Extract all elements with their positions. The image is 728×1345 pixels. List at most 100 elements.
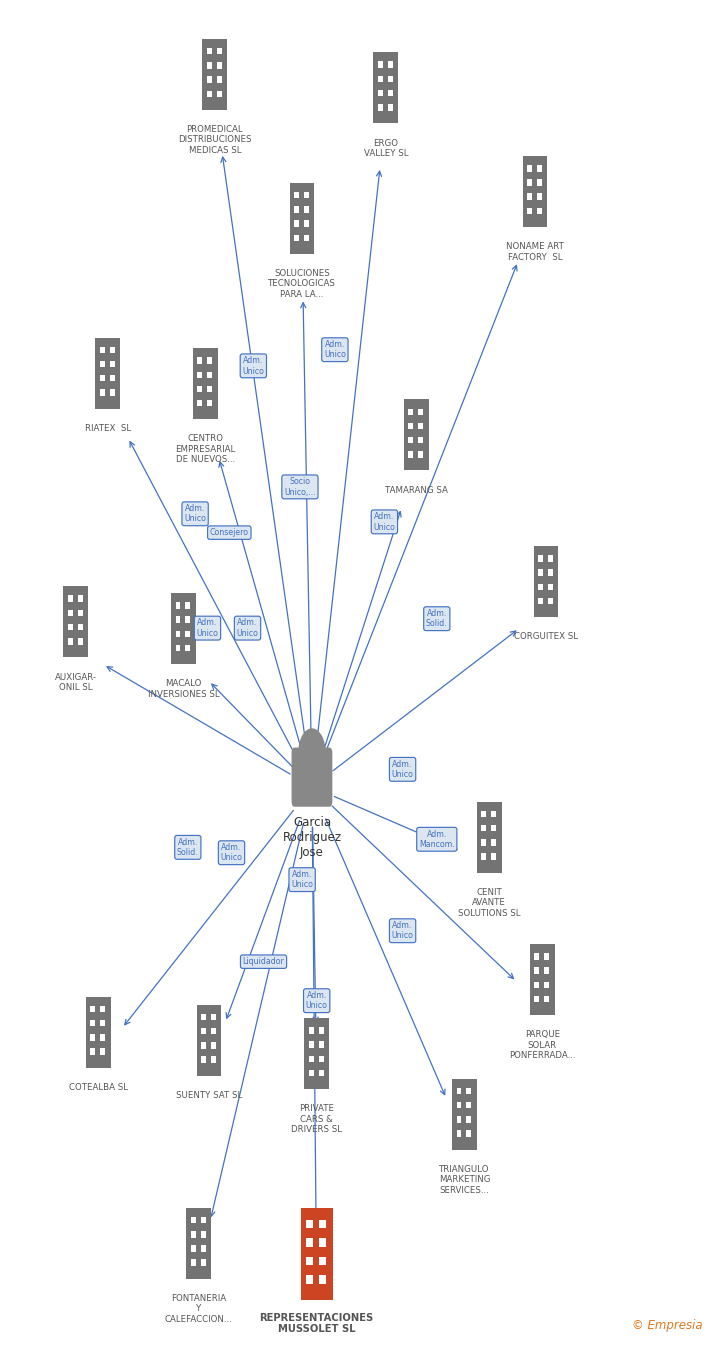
FancyBboxPatch shape: [408, 409, 414, 416]
FancyBboxPatch shape: [527, 165, 532, 172]
FancyBboxPatch shape: [320, 1220, 325, 1228]
FancyBboxPatch shape: [306, 1239, 313, 1247]
FancyBboxPatch shape: [217, 77, 222, 83]
Text: MACALO
INVERSIONES SL: MACALO INVERSIONES SL: [148, 679, 219, 698]
FancyBboxPatch shape: [491, 811, 496, 818]
FancyBboxPatch shape: [537, 194, 542, 200]
FancyBboxPatch shape: [191, 1231, 196, 1237]
FancyBboxPatch shape: [95, 338, 120, 402]
FancyBboxPatch shape: [201, 1245, 206, 1252]
FancyBboxPatch shape: [217, 62, 222, 69]
FancyBboxPatch shape: [290, 247, 314, 254]
FancyBboxPatch shape: [545, 995, 550, 1002]
FancyBboxPatch shape: [548, 597, 553, 604]
FancyBboxPatch shape: [186, 644, 191, 651]
FancyBboxPatch shape: [545, 954, 550, 960]
FancyBboxPatch shape: [319, 1056, 324, 1063]
FancyBboxPatch shape: [110, 360, 115, 367]
FancyBboxPatch shape: [378, 62, 383, 69]
FancyBboxPatch shape: [530, 944, 555, 1009]
FancyBboxPatch shape: [63, 586, 88, 651]
FancyBboxPatch shape: [100, 1020, 106, 1026]
FancyBboxPatch shape: [197, 1005, 221, 1069]
FancyBboxPatch shape: [100, 360, 105, 367]
FancyBboxPatch shape: [100, 347, 105, 354]
FancyBboxPatch shape: [197, 386, 202, 393]
FancyBboxPatch shape: [534, 954, 539, 960]
FancyBboxPatch shape: [404, 399, 429, 464]
FancyBboxPatch shape: [388, 75, 393, 82]
FancyBboxPatch shape: [548, 569, 553, 576]
FancyBboxPatch shape: [378, 90, 383, 97]
FancyBboxPatch shape: [467, 1088, 472, 1095]
FancyBboxPatch shape: [78, 638, 83, 644]
FancyBboxPatch shape: [63, 651, 88, 658]
FancyBboxPatch shape: [319, 1028, 324, 1034]
FancyBboxPatch shape: [186, 616, 191, 623]
FancyBboxPatch shape: [68, 624, 73, 631]
FancyBboxPatch shape: [304, 192, 309, 199]
FancyBboxPatch shape: [201, 1217, 206, 1224]
FancyBboxPatch shape: [534, 611, 558, 617]
FancyBboxPatch shape: [211, 1056, 216, 1063]
FancyBboxPatch shape: [408, 422, 414, 429]
FancyBboxPatch shape: [191, 1217, 196, 1224]
FancyBboxPatch shape: [537, 165, 542, 172]
Text: NONAME ART
FACTORY  SL: NONAME ART FACTORY SL: [506, 242, 564, 261]
FancyBboxPatch shape: [301, 1208, 333, 1293]
Text: Adm.
Unico: Adm. Unico: [291, 870, 313, 889]
Text: Garcia
Rodriguez
Jose: Garcia Rodriguez Jose: [282, 816, 341, 859]
FancyBboxPatch shape: [481, 853, 486, 859]
FancyBboxPatch shape: [202, 104, 227, 110]
Text: Adm.
Solid.: Adm. Solid.: [177, 838, 199, 857]
FancyBboxPatch shape: [452, 1143, 477, 1150]
FancyBboxPatch shape: [217, 48, 222, 55]
FancyBboxPatch shape: [201, 1056, 206, 1063]
FancyBboxPatch shape: [378, 104, 383, 110]
Text: Adm.
Mancom.: Adm. Mancom.: [419, 830, 455, 849]
FancyBboxPatch shape: [404, 464, 429, 471]
FancyBboxPatch shape: [110, 389, 115, 395]
FancyBboxPatch shape: [527, 207, 532, 214]
FancyBboxPatch shape: [548, 584, 553, 590]
FancyBboxPatch shape: [110, 375, 115, 382]
FancyBboxPatch shape: [538, 597, 543, 604]
FancyBboxPatch shape: [388, 104, 393, 110]
FancyBboxPatch shape: [538, 555, 543, 562]
FancyBboxPatch shape: [290, 183, 314, 247]
FancyBboxPatch shape: [304, 221, 309, 227]
FancyBboxPatch shape: [100, 1034, 106, 1041]
FancyBboxPatch shape: [304, 234, 309, 241]
FancyBboxPatch shape: [319, 1041, 324, 1048]
FancyBboxPatch shape: [294, 206, 299, 213]
FancyBboxPatch shape: [477, 802, 502, 866]
FancyBboxPatch shape: [201, 1028, 206, 1034]
FancyBboxPatch shape: [211, 1042, 216, 1049]
FancyBboxPatch shape: [100, 375, 105, 382]
FancyBboxPatch shape: [523, 156, 547, 221]
FancyBboxPatch shape: [304, 206, 309, 213]
FancyBboxPatch shape: [294, 234, 299, 241]
FancyBboxPatch shape: [304, 1018, 329, 1083]
FancyBboxPatch shape: [95, 402, 120, 409]
Text: Liquidador: Liquidador: [242, 958, 285, 966]
Text: RIATEX  SL: RIATEX SL: [84, 424, 131, 433]
FancyBboxPatch shape: [419, 409, 424, 416]
FancyBboxPatch shape: [319, 1069, 324, 1076]
FancyBboxPatch shape: [86, 1061, 111, 1068]
FancyBboxPatch shape: [534, 546, 558, 611]
FancyBboxPatch shape: [477, 866, 502, 873]
Text: AUXIGAR-
ONIL SL: AUXIGAR- ONIL SL: [55, 672, 97, 691]
Text: Adm.
Unico: Adm. Unico: [324, 340, 346, 359]
FancyBboxPatch shape: [548, 555, 553, 562]
FancyBboxPatch shape: [491, 839, 496, 846]
Text: Consejero: Consejero: [210, 529, 249, 537]
FancyBboxPatch shape: [456, 1088, 462, 1095]
FancyBboxPatch shape: [373, 52, 398, 117]
Text: FONTANERIA
Y
CALEFACCION...: FONTANERIA Y CALEFACCION...: [165, 1294, 233, 1323]
FancyBboxPatch shape: [306, 1220, 313, 1228]
FancyBboxPatch shape: [175, 616, 181, 623]
FancyBboxPatch shape: [171, 593, 196, 658]
Text: Adm.
Unico: Adm. Unico: [392, 760, 414, 779]
FancyBboxPatch shape: [408, 437, 414, 444]
